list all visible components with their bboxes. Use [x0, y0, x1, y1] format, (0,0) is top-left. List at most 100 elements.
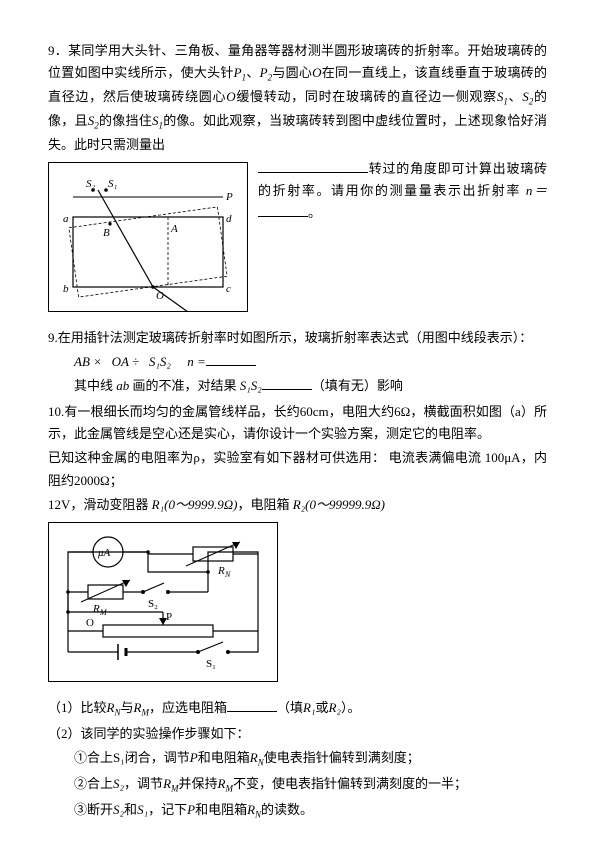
- svg-text:S₁: S₁: [108, 178, 118, 190]
- q10-B-val: 100μA: [485, 450, 521, 465]
- step1-intro3: ，: [149, 700, 162, 715]
- svg-text:b: b: [63, 283, 69, 295]
- step-a: ①合上S₁闭合，调节P和电阻箱RN使电表指针偏转到满刻度；: [48, 747, 547, 771]
- q10-given: 已知这种金属的电阻率为ρ，实验室有如下器材可供选用： 电流表满偏电流 100μA…: [48, 447, 547, 491]
- q10-res: 6Ω: [394, 404, 410, 419]
- svg-text:A: A: [170, 223, 178, 235]
- q10-text-1: 10.有一根细长而均匀的金属管线样品，长约: [48, 404, 300, 419]
- p2-label: P2: [260, 65, 272, 80]
- step-2-head: （2）该同学的实验操作步骤如下：: [48, 723, 547, 745]
- stepB-4: 不变，使电表指针偏转到满刻度的一半；: [233, 776, 467, 791]
- n-eq-2: n =: [187, 354, 206, 369]
- step1-close: ）。: [341, 700, 361, 715]
- o-label: O: [312, 65, 321, 80]
- blank-4[interactable]: [262, 377, 312, 390]
- svg-text:O: O: [86, 617, 94, 629]
- rn-var-3: RN: [247, 802, 261, 817]
- svg-text:M: M: [99, 608, 108, 617]
- s2-label: S2: [522, 89, 533, 104]
- ab-label: ab: [116, 378, 129, 393]
- step1-end: （填: [277, 700, 303, 715]
- blank-5[interactable]: [227, 699, 277, 712]
- q10-D2a: ，滑动变阻器: [70, 497, 148, 512]
- q9b-prefix2: 表达式（用图中线段表示）：: [370, 330, 533, 345]
- s2-var-b: S₂: [113, 776, 124, 791]
- s2-label-b: S2: [88, 113, 99, 128]
- r1-opt: R₁: [303, 700, 315, 715]
- ab-var: AB ×: [74, 354, 102, 369]
- q9b-tail: 其中线 ab 画的不准，对结果 S₁S₂ （填有无）影响: [48, 375, 547, 397]
- stepC-3: ，记下: [148, 802, 187, 817]
- rm-var-3: RM: [218, 776, 233, 791]
- stepC-2: 和: [124, 802, 137, 817]
- step1-or: 或: [315, 700, 328, 715]
- step1-intro: （1）比较: [48, 700, 107, 715]
- s1s2-var: S₁S₂: [149, 354, 171, 369]
- figure-circuit: S₁ O P μA R N R M S₂: [48, 522, 278, 689]
- r2-opt: R₂: [328, 700, 340, 715]
- svg-text:S₁: S₁: [206, 658, 216, 670]
- svg-text:d: d: [226, 213, 232, 225]
- q9-text-2: 、: [246, 65, 260, 80]
- q9b-tail-2: 画的不准，对结果: [133, 378, 237, 393]
- stepB-3: 并保持: [179, 776, 218, 791]
- svg-text:N: N: [224, 570, 231, 579]
- q9-stem: 9．某同学用大头针、三角板、量角器等器材测半圆形玻璃砖的折射率。开始玻璃砖的位置…: [48, 40, 547, 156]
- s1-label: S1: [497, 89, 508, 104]
- blank-1[interactable]: [258, 160, 368, 173]
- svg-text:μA: μA: [97, 547, 111, 559]
- rn-var: RN: [107, 700, 121, 715]
- p1-label: P1: [234, 65, 246, 80]
- q9b-stem: 9.在用插针法测定玻璃砖折射率时如图所示，玻璃折射率表达式（用图中线段表示）：: [48, 327, 547, 349]
- q10-text-2: ，电阻大约: [329, 404, 394, 419]
- stepB-1: ②合上: [74, 776, 113, 791]
- s1s2-label-2: S₁S₂: [240, 378, 262, 393]
- q10-B: 电流表满偏电流: [389, 450, 482, 465]
- q9-text-8: 的像挡住: [99, 113, 152, 128]
- q9-text-5: 缓慢转动，同时在玻璃砖的直径边一侧观察: [236, 89, 497, 104]
- stepA-3: 使电表指针偏转到满刻度；: [264, 750, 420, 765]
- r2-label: R₂(0～99999.9Ω): [293, 497, 385, 512]
- s1-label-b: S1: [152, 113, 163, 128]
- blank-3[interactable]: [206, 353, 256, 366]
- q10-len: 60cm: [300, 404, 329, 419]
- stepC-4: 和电阻箱: [195, 802, 247, 817]
- figure-glass-block: S₂ S₁ P a d b c B A O: [48, 162, 248, 319]
- q10-B2-val: 2000Ω: [74, 473, 110, 488]
- s1-var-c: S₁: [137, 802, 148, 817]
- step-b: ②合上S₂，调节RM并保持RM不变，使电表指针偏转到满刻度的一半；: [48, 773, 547, 797]
- svg-text:c: c: [226, 283, 231, 295]
- svg-text:a: a: [63, 213, 69, 225]
- figure2-svg: S₁ O P μA R N R M S₂: [48, 522, 278, 682]
- svg-text:O: O: [156, 290, 164, 302]
- stepA-2: 和电阻箱: [198, 750, 250, 765]
- q10-line-d: 12V，滑动变阻器 R₁(0～9999.9Ω)，电阻箱 R₂(0～99999.9…: [48, 494, 547, 516]
- step1-cond: 应选电阻箱: [162, 700, 227, 715]
- n-eq: n＝: [526, 183, 547, 198]
- blank-2[interactable]: [258, 204, 308, 217]
- svg-text:R: R: [92, 603, 100, 615]
- r1-label: R₁(0～9999.9Ω): [152, 497, 238, 512]
- o-label-2: O: [226, 89, 235, 104]
- s2-var-c: S₂: [113, 802, 124, 817]
- q9-text-6: 、: [508, 89, 522, 104]
- svg-text:S₂: S₂: [86, 178, 96, 190]
- svg-text:P: P: [166, 611, 172, 623]
- rm-var-2: RM: [163, 776, 178, 791]
- q9-text-3: 与圆心: [272, 65, 312, 80]
- q10-given-intro: 已知这种金属的电阻率为ρ，实验室有如下器材可供选用：: [48, 450, 385, 465]
- q9b-tail-3: （填有无）影响: [312, 378, 403, 393]
- rm-var: RM: [134, 700, 149, 715]
- q9b-tail-1: 其中线: [74, 378, 113, 393]
- oa-var: OA ÷: [112, 354, 139, 369]
- step-1: （1）比较RN与RM，应选电阻箱 （填R₁或R₂）。: [48, 697, 547, 721]
- svg-text:B: B: [103, 227, 110, 239]
- step1-intro2: 与: [120, 700, 133, 715]
- stepC-1: ③断开: [74, 802, 113, 817]
- stepA-1: ①合上S₁闭合，调节: [74, 750, 190, 765]
- rn-var-2: RN: [250, 750, 264, 765]
- q9-q1b: 转过的角度: [368, 161, 438, 176]
- svg-text:P: P: [225, 191, 233, 203]
- p-var-2: P: [187, 802, 195, 817]
- svg-text:S₂: S₂: [148, 598, 158, 610]
